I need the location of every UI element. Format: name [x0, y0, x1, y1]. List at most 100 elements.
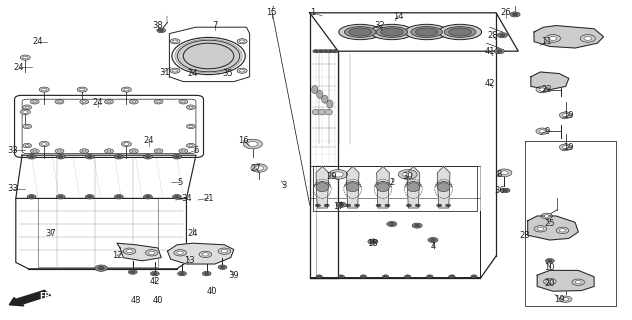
Circle shape	[415, 224, 420, 227]
Polygon shape	[117, 243, 161, 261]
Circle shape	[536, 128, 549, 134]
Circle shape	[447, 205, 449, 206]
Circle shape	[362, 276, 365, 277]
Circle shape	[58, 156, 63, 158]
Text: 24: 24	[143, 136, 154, 145]
Circle shape	[404, 275, 411, 278]
Circle shape	[132, 101, 136, 103]
Ellipse shape	[325, 109, 332, 115]
Circle shape	[541, 213, 552, 219]
Circle shape	[471, 275, 477, 278]
Circle shape	[30, 149, 39, 153]
Text: 16: 16	[238, 136, 248, 145]
Text: 3: 3	[282, 181, 287, 190]
Polygon shape	[437, 166, 450, 208]
Circle shape	[177, 251, 183, 254]
Circle shape	[25, 145, 29, 147]
Text: 24: 24	[14, 63, 24, 72]
Circle shape	[575, 281, 581, 284]
Circle shape	[315, 204, 320, 207]
Ellipse shape	[376, 27, 408, 37]
Circle shape	[130, 100, 138, 104]
Circle shape	[255, 166, 264, 170]
Ellipse shape	[370, 24, 413, 40]
Circle shape	[356, 205, 358, 206]
Circle shape	[316, 275, 322, 278]
Text: 34: 34	[181, 194, 191, 203]
Ellipse shape	[437, 183, 450, 192]
Ellipse shape	[316, 183, 329, 192]
Circle shape	[170, 68, 180, 73]
Text: 19: 19	[554, 295, 564, 304]
Text: 21: 21	[204, 194, 214, 203]
Circle shape	[25, 125, 29, 127]
Circle shape	[559, 229, 566, 232]
Circle shape	[437, 204, 442, 207]
Circle shape	[145, 156, 150, 158]
Circle shape	[173, 195, 181, 199]
Circle shape	[82, 150, 86, 152]
Text: 17: 17	[333, 202, 343, 211]
Polygon shape	[316, 166, 329, 208]
Ellipse shape	[339, 24, 382, 40]
Circle shape	[95, 265, 107, 271]
Ellipse shape	[405, 24, 448, 40]
Ellipse shape	[449, 28, 471, 36]
Circle shape	[175, 39, 242, 73]
Text: 28: 28	[488, 31, 498, 40]
Ellipse shape	[380, 28, 403, 36]
Circle shape	[33, 150, 37, 152]
Circle shape	[39, 141, 49, 147]
Text: 20: 20	[545, 279, 555, 288]
Circle shape	[20, 109, 30, 115]
Circle shape	[347, 205, 349, 206]
Circle shape	[154, 100, 163, 104]
Ellipse shape	[319, 109, 326, 115]
Circle shape	[98, 267, 104, 270]
Circle shape	[559, 144, 572, 150]
Circle shape	[377, 205, 380, 206]
Circle shape	[547, 260, 552, 262]
Circle shape	[149, 251, 155, 254]
Circle shape	[497, 33, 507, 38]
Text: 19: 19	[564, 143, 574, 152]
Circle shape	[240, 69, 245, 72]
Circle shape	[186, 105, 195, 109]
Ellipse shape	[407, 183, 420, 192]
Circle shape	[218, 248, 231, 254]
Text: 23: 23	[520, 231, 530, 240]
Text: 42: 42	[485, 79, 495, 88]
Circle shape	[408, 205, 410, 206]
Circle shape	[549, 36, 557, 40]
Text: 30: 30	[403, 172, 413, 180]
Circle shape	[189, 125, 193, 127]
Circle shape	[500, 34, 505, 36]
Circle shape	[152, 273, 157, 275]
Circle shape	[355, 204, 360, 207]
Circle shape	[143, 195, 152, 199]
Circle shape	[107, 101, 111, 103]
Circle shape	[415, 204, 420, 207]
Ellipse shape	[349, 28, 372, 36]
Circle shape	[324, 204, 329, 207]
Circle shape	[370, 240, 375, 243]
Circle shape	[80, 88, 85, 91]
Polygon shape	[537, 270, 594, 291]
Text: 40: 40	[153, 296, 163, 305]
Circle shape	[406, 276, 409, 277]
Circle shape	[157, 101, 161, 103]
Circle shape	[332, 50, 338, 53]
Circle shape	[545, 259, 554, 263]
Circle shape	[42, 143, 47, 145]
Circle shape	[29, 196, 33, 198]
Circle shape	[181, 101, 185, 103]
Circle shape	[438, 205, 441, 206]
Circle shape	[428, 237, 438, 243]
Circle shape	[562, 298, 569, 301]
Circle shape	[55, 100, 64, 104]
Circle shape	[384, 276, 387, 277]
Text: FR.: FR.	[39, 292, 53, 301]
Circle shape	[20, 55, 30, 60]
Circle shape	[317, 205, 319, 206]
Circle shape	[80, 100, 88, 104]
